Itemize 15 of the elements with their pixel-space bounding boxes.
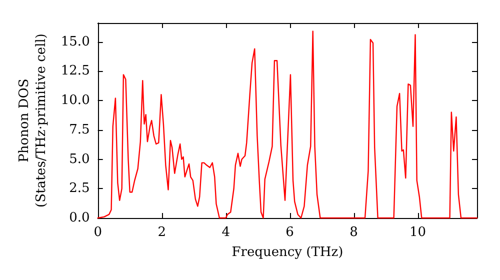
x-tick-label: 0 bbox=[94, 225, 102, 240]
y-tick-label: 5.0 bbox=[69, 152, 90, 167]
y-tick-label: 15.0 bbox=[60, 34, 90, 50]
x-tick-label: 10 bbox=[410, 225, 426, 240]
y-axis-title: Phonon DOS (States/THz·primitive cell) bbox=[17, 33, 49, 208]
y-tick-label: 0.0 bbox=[69, 210, 90, 226]
x-tick-label: 8 bbox=[350, 225, 358, 240]
y-tick-label: 12.5 bbox=[60, 64, 90, 79]
x-tick-label: 2 bbox=[158, 225, 166, 240]
x-tick-label: 4 bbox=[222, 225, 230, 240]
x-tick-label: 6 bbox=[286, 225, 294, 240]
y-tick-label: 10.0 bbox=[60, 93, 90, 108]
x-axis-title: Frequency (THz) bbox=[232, 244, 344, 260]
y-tick-label: 7.5 bbox=[69, 122, 90, 138]
y-tick-label: 2.5 bbox=[69, 181, 90, 196]
